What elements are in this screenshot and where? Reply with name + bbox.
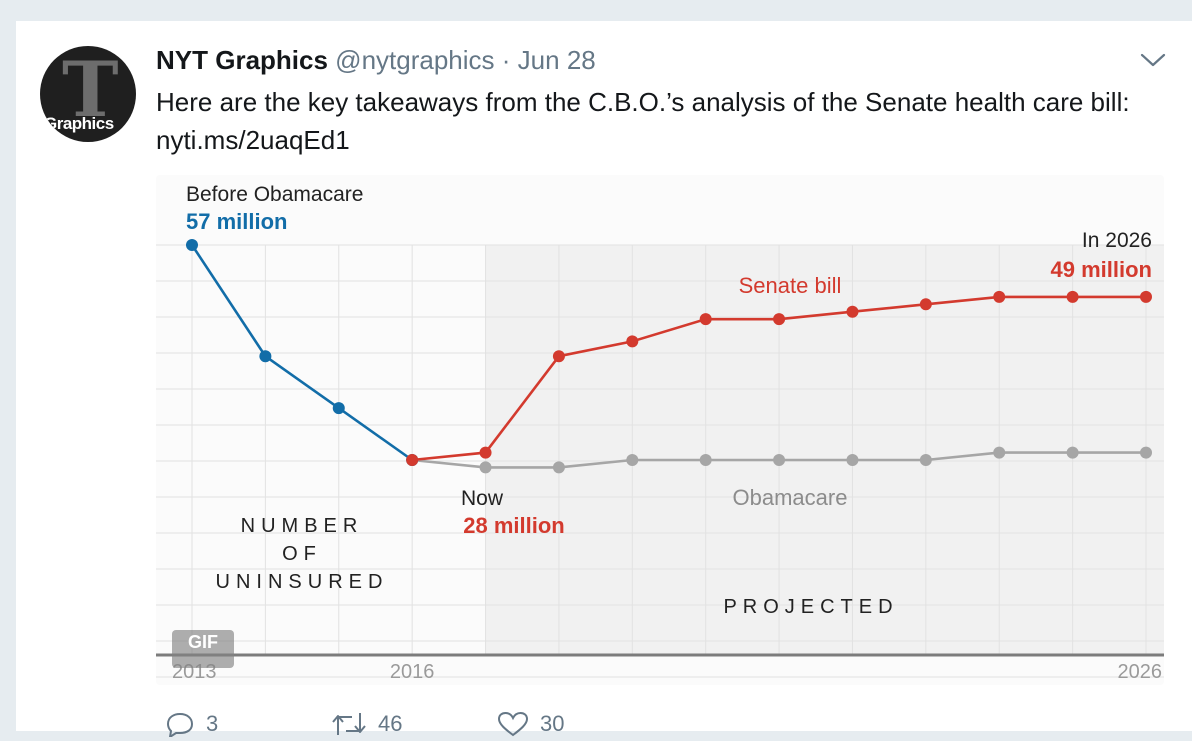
retweet-action[interactable]: 46 bbox=[330, 711, 402, 737]
senate-bill-series-point bbox=[552, 350, 565, 363]
senate-bill-series-point bbox=[626, 335, 639, 348]
tweet-card[interactable]: T Graphics NYT Graphics @nytgraphics · J… bbox=[16, 20, 1192, 737]
nyt-logo-icon: T bbox=[62, 46, 119, 134]
chevron-down-icon[interactable] bbox=[1140, 51, 1166, 69]
end-value: 49 million bbox=[1051, 257, 1152, 282]
historical-series-point bbox=[259, 350, 272, 363]
now-value: 28 million bbox=[463, 513, 564, 538]
header-separator: · bbox=[501, 45, 511, 75]
senate-bill-series-point bbox=[773, 313, 786, 326]
heart-icon bbox=[497, 711, 529, 737]
reply-icon bbox=[166, 712, 194, 737]
start-label: Before Obamacare bbox=[186, 183, 363, 206]
obamacare-series-point bbox=[773, 454, 786, 466]
senate-bill-series-point bbox=[479, 446, 492, 459]
obamacare-series-point bbox=[626, 454, 639, 466]
senate-bill-series-point bbox=[406, 454, 419, 466]
historical-series-point bbox=[332, 402, 345, 415]
senate-bill-series-point bbox=[699, 313, 712, 326]
now-label: Now bbox=[461, 487, 504, 510]
senate-bill-label: Senate bill bbox=[739, 273, 842, 298]
reply-action[interactable]: 3 bbox=[162, 711, 218, 737]
avatar[interactable]: T Graphics bbox=[40, 46, 136, 142]
avatar-text: Graphics bbox=[44, 114, 114, 133]
x-tick-label: 2016 bbox=[390, 661, 435, 683]
end-label: In 2026 bbox=[1082, 229, 1152, 252]
senate-bill-series-point bbox=[846, 305, 859, 318]
senate-bill-series-point bbox=[1140, 290, 1152, 303]
like-count: 30 bbox=[540, 711, 565, 736]
reply-count: 3 bbox=[206, 711, 219, 736]
senate-bill-series-point bbox=[919, 298, 932, 311]
tweet-text: Here are the key takeaways from the C.B.… bbox=[156, 87, 1130, 155]
obamacare-label: Obamacare bbox=[733, 485, 848, 510]
author-name[interactable]: NYT Graphics bbox=[156, 45, 328, 75]
obamacare-series-point bbox=[846, 454, 859, 466]
tweet-header: NYT Graphics @nytgraphics · Jun 28 bbox=[156, 43, 596, 77]
obamacare-series-point bbox=[919, 454, 932, 466]
obamacare-series-point bbox=[699, 454, 712, 466]
uninsured-note-3: UNINSURED bbox=[216, 571, 389, 593]
projected-label: PROJECTED bbox=[723, 596, 898, 618]
projected-region bbox=[485, 245, 1164, 655]
uninsured-note-2: OF bbox=[282, 543, 322, 565]
uninsured-chart: Before Obamacare 57 million In 2026 49 mill… bbox=[156, 183, 1164, 683]
senate-bill-series-point bbox=[1066, 290, 1079, 303]
senate-bill-series-point bbox=[993, 290, 1006, 303]
obamacare-series-point bbox=[1066, 446, 1079, 459]
author-handle[interactable]: @nytgraphics bbox=[335, 45, 495, 75]
retweet-count: 46 bbox=[378, 711, 403, 736]
obamacare-series-point bbox=[1140, 446, 1152, 459]
tweet-date[interactable]: Jun 28 bbox=[517, 45, 596, 75]
obamacare-series-point bbox=[552, 461, 565, 474]
retweet-icon bbox=[332, 713, 366, 735]
tweet-media[interactable]: Before Obamacare 57 million In 2026 49 mill… bbox=[156, 175, 1164, 685]
like-action[interactable]: 30 bbox=[496, 711, 564, 737]
start-value: 57 million bbox=[186, 209, 287, 234]
obamacare-series-point bbox=[993, 446, 1006, 459]
gif-badge: GIF bbox=[172, 630, 234, 668]
uninsured-note-1: NUMBER bbox=[241, 515, 364, 537]
historical-series-point bbox=[186, 239, 198, 251]
historical-series-line bbox=[190, 244, 413, 462]
obamacare-series-point bbox=[479, 461, 492, 474]
x-tick-label: 2026 bbox=[1118, 661, 1163, 683]
